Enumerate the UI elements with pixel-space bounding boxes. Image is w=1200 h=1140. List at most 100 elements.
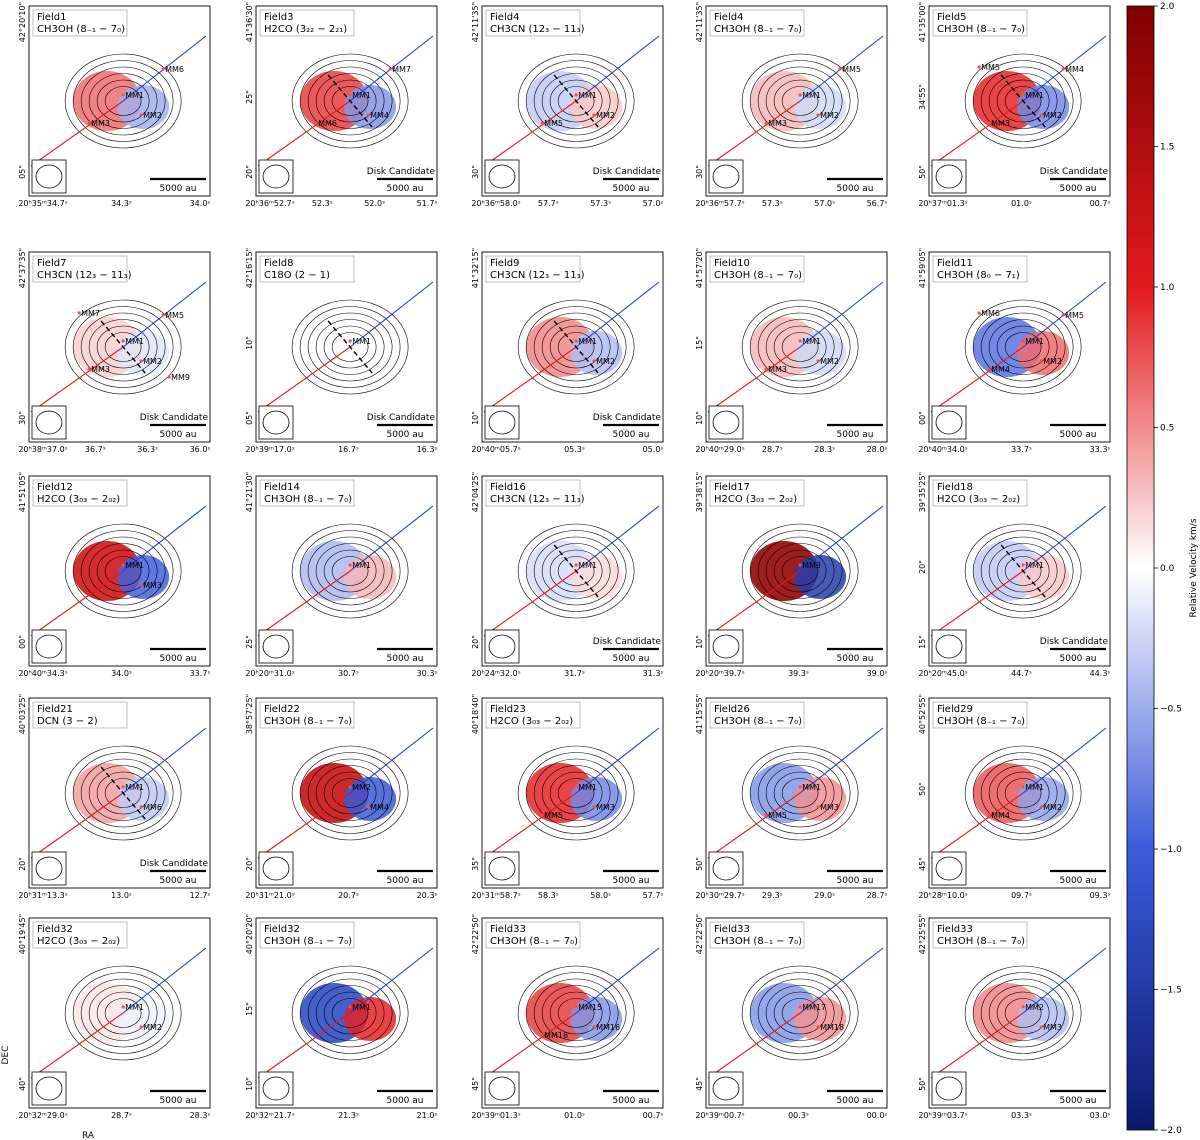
- continuum-contour: [331, 86, 369, 116]
- ra-tick-label: 57.7ˢ: [538, 199, 559, 208]
- ra-tick-label: 20ʰ40ᵐ34.0ˢ: [918, 445, 967, 454]
- ra-tick-label: 36.3ˢ: [137, 445, 158, 454]
- continuum-contour: [749, 60, 851, 142]
- continuum-contour: [96, 771, 150, 815]
- source-marker: [348, 339, 352, 343]
- ra-tick-label: 00.7ˢ: [1090, 199, 1111, 208]
- scale-label: 5000 au: [613, 1096, 650, 1106]
- dec-tick-label: 41°57'20": [695, 248, 704, 288]
- source-label: MM1: [1025, 337, 1044, 346]
- continuum-contour: [972, 306, 1074, 388]
- ra-tick-label: 28.3ˢ: [190, 1111, 211, 1120]
- source-marker: [764, 813, 768, 817]
- continuum-contour: [525, 306, 627, 388]
- ra-tick-label: 39.0ˢ: [867, 669, 888, 678]
- source-marker: [977, 65, 981, 69]
- ra-tick-label: 57.7ˢ: [643, 891, 664, 900]
- ra-tick-label: 01.0ˢ: [1011, 199, 1032, 208]
- continuum-contour: [88, 985, 158, 1041]
- dec-tick-label: 15": [695, 336, 704, 350]
- source-label: MM5: [165, 311, 184, 320]
- source-marker: [366, 805, 370, 809]
- scale-label: 5000 au: [837, 184, 874, 194]
- disk-candidate-label: Disk Candidate: [140, 413, 209, 423]
- dec-tick-label: 42°22'50": [471, 914, 480, 954]
- source-label: MM1: [802, 337, 821, 346]
- continuum-contour: [299, 60, 401, 142]
- continuum-contour: [307, 312, 393, 382]
- ra-tick-label: 31.3ˢ: [643, 669, 664, 678]
- line-name: CH3CN (12₃ − 11₃): [490, 494, 585, 505]
- continuum-contour: [72, 60, 174, 142]
- source-label: MM7: [81, 309, 100, 318]
- panel-frame: [705, 917, 888, 1109]
- dec-tick-label: 41°35'00": [918, 2, 927, 42]
- panel-frame: [705, 251, 888, 443]
- source-marker: [1021, 1005, 1025, 1009]
- continuum-contour: [996, 79, 1050, 123]
- source-marker: [121, 339, 125, 343]
- beam-ellipse: [712, 410, 740, 435]
- continuum-contour: [541, 985, 611, 1041]
- continuum-contour: [315, 765, 385, 821]
- continuum-contour: [549, 79, 603, 123]
- panel-frame: [705, 475, 888, 667]
- beam-ellipse: [262, 164, 290, 189]
- field-name: Field7: [37, 258, 66, 269]
- blueshifted-outflow-axis: [349, 727, 434, 794]
- source-label: MM3: [820, 803, 839, 812]
- beam-ellipse: [262, 1076, 290, 1101]
- disk-candidate-label: Disk Candidate: [140, 859, 209, 869]
- field-name: Field33: [937, 924, 973, 935]
- source-marker: [816, 113, 820, 117]
- panel-frame: [28, 475, 211, 667]
- line-name: H2CO (3₂₂ − 2₂₁): [264, 24, 347, 35]
- beam-box: [708, 1071, 744, 1106]
- scale-label: 5000 au: [613, 876, 650, 886]
- dec-tick-label: 15": [245, 1002, 254, 1016]
- dec-tick-label: 10": [245, 1077, 254, 1091]
- continuum-contour: [323, 325, 377, 369]
- field-name: Field29: [937, 704, 973, 715]
- blueshifted-outflow-axis: [349, 505, 434, 572]
- redshifted-outflow-axis: [707, 570, 801, 637]
- source-label: MM4: [370, 111, 389, 120]
- ra-tick-label: 20ʰ31ᵐ58.7ˢ: [471, 891, 520, 900]
- beam-ellipse: [488, 164, 516, 189]
- redshifted-outflow-axis: [707, 346, 801, 413]
- scale-label: 5000 au: [837, 430, 874, 440]
- ra-tick-label: 01.0ˢ: [564, 1111, 585, 1120]
- continuum-contour: [557, 332, 595, 362]
- continuum-contour: [533, 978, 619, 1048]
- source-label: MM3: [802, 561, 821, 570]
- continuum-contour: [80, 66, 166, 136]
- field-name: Field17: [714, 482, 750, 493]
- continuum-contour: [765, 319, 835, 375]
- blueshifted-outflow-axis: [575, 727, 660, 794]
- panel-title-box: [32, 701, 128, 729]
- redshifted-outflow-axis: [930, 570, 1024, 637]
- continuum-contour: [104, 778, 142, 808]
- dec-tick-label: 40": [18, 1077, 27, 1091]
- scale-label: 5000 au: [160, 654, 197, 664]
- continuum-contour: [765, 543, 835, 599]
- panel-title-box: [32, 479, 128, 507]
- ra-tick-label: 28.7ˢ: [762, 445, 783, 454]
- field-name: Field21: [37, 704, 73, 715]
- continuum-contour: [964, 523, 1082, 619]
- beam-ellipse: [35, 856, 63, 881]
- panel-title-box: [709, 921, 805, 949]
- source-marker: [1039, 1025, 1043, 1029]
- continuum-contour: [964, 53, 1082, 149]
- source-label: MM3: [1043, 1023, 1062, 1032]
- dec-tick-label: 42°04'25": [471, 472, 480, 512]
- beam-box: [31, 159, 67, 194]
- ra-tick-label: 00.3ˢ: [788, 1111, 809, 1120]
